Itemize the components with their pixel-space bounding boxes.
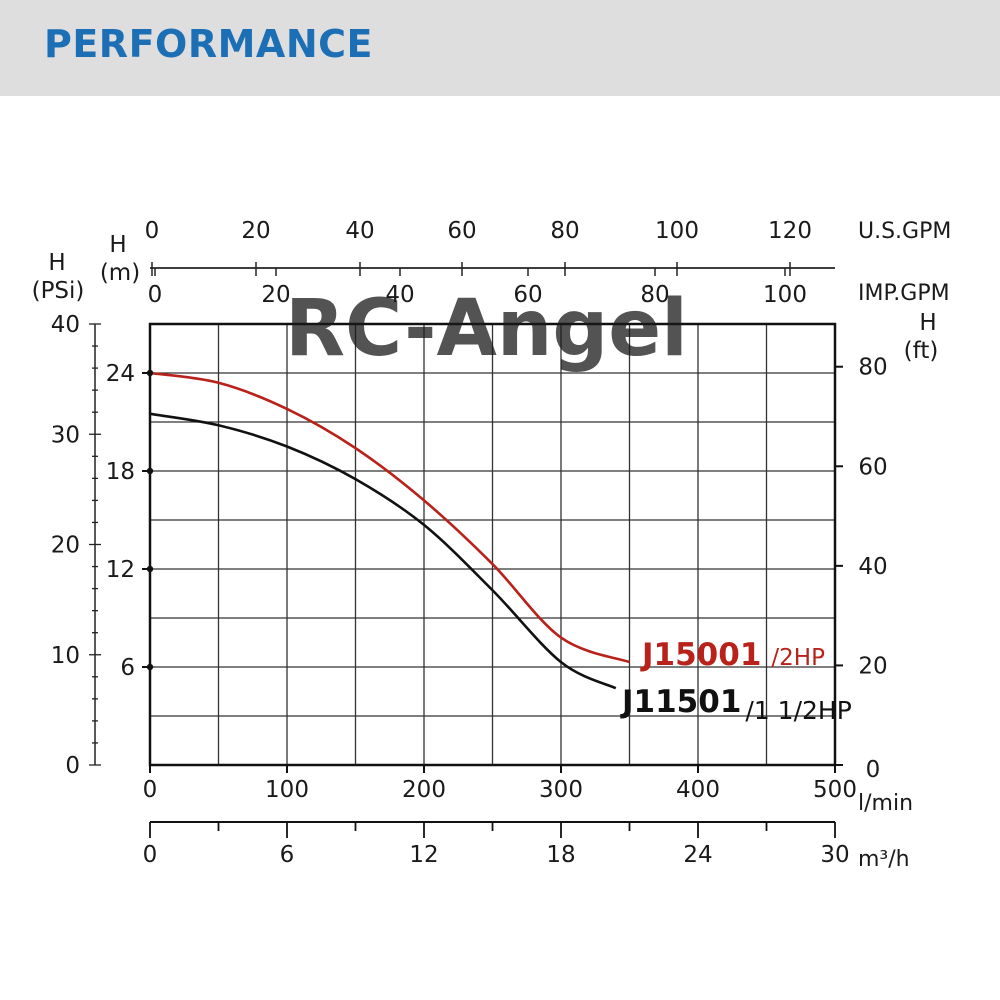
impgpm-tick-label: 100 bbox=[763, 282, 807, 308]
y-tick-label: 12 bbox=[106, 557, 135, 583]
y-tick-label: 18 bbox=[106, 459, 135, 485]
usgpm-axis-label: U.S.GPM bbox=[858, 219, 951, 244]
ft-tick-label: 80 bbox=[858, 355, 887, 381]
y-tick-dot bbox=[146, 467, 154, 475]
ft-axis-unit: (ft) bbox=[904, 338, 939, 364]
impgpm-tick-label: 0 bbox=[148, 282, 163, 308]
impgpm-tick-label: 40 bbox=[385, 282, 414, 308]
psi-tick-label: 20 bbox=[51, 533, 80, 559]
usgpm-tick-label: 100 bbox=[655, 218, 699, 244]
m3h-tick-label: 30 bbox=[820, 842, 849, 868]
psi-tick-label: 40 bbox=[51, 312, 80, 338]
m3h-tick-label: 0 bbox=[143, 842, 158, 868]
x-tick-label: 300 bbox=[539, 777, 583, 803]
y-axis-unit: (m) bbox=[100, 260, 140, 286]
psi-axis-unit: (PSi) bbox=[32, 278, 85, 304]
psi-tick-label: 10 bbox=[51, 643, 80, 669]
ft-tick-label: 20 bbox=[858, 653, 887, 679]
usgpm-tick-label: 40 bbox=[345, 218, 374, 244]
y-tick-dot bbox=[146, 369, 154, 377]
impgpm-tick-label: 80 bbox=[640, 282, 669, 308]
usgpm-tick-label: 120 bbox=[768, 218, 812, 244]
x-tick-label: 100 bbox=[265, 777, 309, 803]
psi-tick-label: 30 bbox=[51, 422, 80, 448]
watermark-text: RC-Angel bbox=[285, 284, 688, 374]
page-title: PERFORMANCE bbox=[44, 22, 373, 66]
m3h-tick-label: 24 bbox=[683, 842, 712, 868]
series-label-j11501: J11501/1 1/2HP bbox=[620, 684, 852, 725]
x-tick-label: 500 bbox=[813, 777, 857, 803]
chart-curves: J15001/2HP J11501/1 1/2HP bbox=[149, 371, 852, 725]
ft-tick-label: 60 bbox=[858, 454, 887, 480]
ft-tick-label: 0 bbox=[866, 757, 881, 783]
x-tick-label: 400 bbox=[676, 777, 720, 803]
series-label-j15001: J15001/2HP bbox=[640, 637, 825, 673]
y-tick-dot bbox=[146, 565, 154, 573]
chart-grid bbox=[148, 322, 837, 767]
m3h-tick-label: 18 bbox=[546, 842, 575, 868]
x-tick-label: 0 bbox=[143, 777, 158, 803]
series-line-j11501 bbox=[149, 412, 617, 690]
impgpm-tick-label: 20 bbox=[261, 282, 290, 308]
header-banner: PERFORMANCE bbox=[0, 0, 1000, 96]
series-line-j15001 bbox=[149, 371, 630, 664]
plot-frame bbox=[148, 322, 837, 767]
usgpm-tick-label: 80 bbox=[550, 218, 579, 244]
usgpm-tick-label: 60 bbox=[447, 218, 476, 244]
impgpm-tick-label: 60 bbox=[513, 282, 542, 308]
y-tick-label: 24 bbox=[106, 361, 135, 387]
m3h-tick-label: 6 bbox=[280, 842, 295, 868]
m3h-tick-label: 12 bbox=[409, 842, 438, 868]
x-axis-label: l/min bbox=[858, 791, 913, 816]
x-tick-label: 200 bbox=[402, 777, 446, 803]
impgpm-axis-label: IMP.GPM bbox=[858, 281, 950, 306]
ft-tick-label: 40 bbox=[858, 554, 887, 580]
m3h-axis-label: m³/h bbox=[858, 847, 910, 872]
usgpm-tick-label: 20 bbox=[241, 218, 270, 244]
psi-axis-label: H bbox=[48, 250, 65, 276]
ft-axis-label: H bbox=[919, 310, 936, 336]
psi-tick-label: 0 bbox=[65, 753, 80, 779]
usgpm-tick-label: 0 bbox=[145, 218, 160, 244]
y-tick-dot bbox=[146, 663, 154, 671]
y-axis-label: H bbox=[109, 232, 126, 258]
y-tick-label: 6 bbox=[120, 655, 135, 681]
